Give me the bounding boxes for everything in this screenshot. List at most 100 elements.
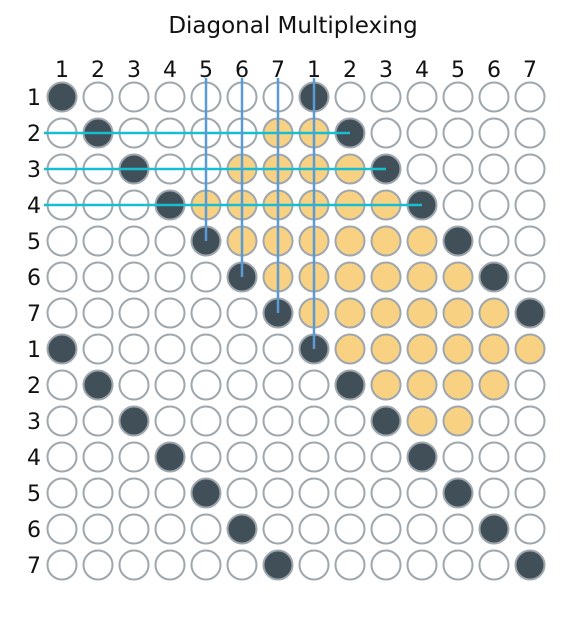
column-label: 3 [127, 58, 141, 83]
row-label: 1 [27, 86, 41, 111]
row-label: 1 [27, 338, 41, 363]
highlighted-cell [514, 333, 546, 365]
empty-cell [190, 297, 222, 329]
row-label: 6 [27, 266, 41, 291]
empty-cell [118, 261, 150, 293]
row-label: 4 [27, 446, 41, 471]
empty-cell [478, 153, 510, 185]
empty-cell [442, 81, 474, 113]
empty-cell [190, 513, 222, 545]
active-cell [118, 405, 150, 437]
highlighted-cell [334, 333, 366, 365]
row-labels: 1 2 3 4 5 6 7 1 2 3 4 5 6 7 [27, 86, 41, 579]
empty-cell [262, 333, 294, 365]
empty-cell [478, 117, 510, 149]
active-cell [442, 477, 474, 509]
empty-cell [118, 297, 150, 329]
empty-cell [262, 405, 294, 437]
highlighted-cell [442, 297, 474, 329]
empty-cell [406, 477, 438, 509]
column-label: 1 [55, 58, 69, 83]
empty-cell [298, 441, 330, 473]
empty-cell [190, 333, 222, 365]
column-label: 7 [271, 58, 285, 83]
empty-cell [190, 405, 222, 437]
empty-cell [82, 441, 114, 473]
empty-cell [118, 549, 150, 581]
empty-cell [514, 189, 546, 221]
empty-cell [514, 153, 546, 185]
empty-cell [118, 441, 150, 473]
empty-cell [334, 405, 366, 437]
empty-cell [154, 549, 186, 581]
empty-cell [118, 81, 150, 113]
empty-cell [514, 405, 546, 437]
active-cell [478, 261, 510, 293]
active-cell [82, 369, 114, 401]
empty-cell [226, 405, 258, 437]
highlighted-cell [334, 261, 366, 293]
empty-cell [154, 81, 186, 113]
empty-cell [370, 81, 402, 113]
empty-cell [190, 549, 222, 581]
empty-cell [298, 513, 330, 545]
empty-cell [442, 549, 474, 581]
row-label: 7 [27, 554, 41, 579]
empty-cell [334, 81, 366, 113]
empty-cell [478, 477, 510, 509]
empty-cell [46, 261, 78, 293]
empty-cell [262, 513, 294, 545]
empty-cell [370, 441, 402, 473]
empty-cell [334, 441, 366, 473]
highlighted-cell [370, 333, 402, 365]
empty-cell [406, 117, 438, 149]
highlighted-cell [406, 225, 438, 257]
empty-cell [154, 333, 186, 365]
highlighted-cell [406, 405, 438, 437]
active-cell [46, 81, 78, 113]
highlighted-cell [442, 369, 474, 401]
empty-cell [226, 549, 258, 581]
column-label: 5 [451, 58, 465, 83]
empty-cell [154, 477, 186, 509]
empty-cell [118, 225, 150, 257]
empty-cell [154, 513, 186, 545]
empty-cell [190, 441, 222, 473]
highlighted-cell [406, 369, 438, 401]
active-cell [478, 513, 510, 545]
row-label: 7 [27, 302, 41, 327]
column-label: 4 [163, 58, 177, 83]
empty-cell [46, 549, 78, 581]
active-cell [514, 549, 546, 581]
empty-cell [298, 405, 330, 437]
empty-cell [82, 333, 114, 365]
empty-cell [262, 441, 294, 473]
empty-cell [514, 369, 546, 401]
empty-cell [190, 261, 222, 293]
column-label: 2 [91, 58, 105, 83]
empty-cell [406, 81, 438, 113]
empty-cell [82, 261, 114, 293]
empty-cell [46, 441, 78, 473]
highlighted-cell [334, 297, 366, 329]
empty-cell [154, 297, 186, 329]
highlighted-cell [442, 261, 474, 293]
empty-cell [514, 81, 546, 113]
highlighted-cell [406, 297, 438, 329]
empty-cell [262, 369, 294, 401]
empty-cell [514, 117, 546, 149]
empty-cell [514, 441, 546, 473]
active-cell [406, 441, 438, 473]
empty-cell [514, 225, 546, 257]
empty-cell [82, 405, 114, 437]
column-label: 6 [487, 58, 501, 83]
row-label: 5 [27, 482, 41, 507]
highlighted-cell [406, 261, 438, 293]
empty-cell [298, 477, 330, 509]
empty-cell [154, 369, 186, 401]
empty-cell [406, 549, 438, 581]
empty-cell [82, 297, 114, 329]
row-label: 5 [27, 230, 41, 255]
